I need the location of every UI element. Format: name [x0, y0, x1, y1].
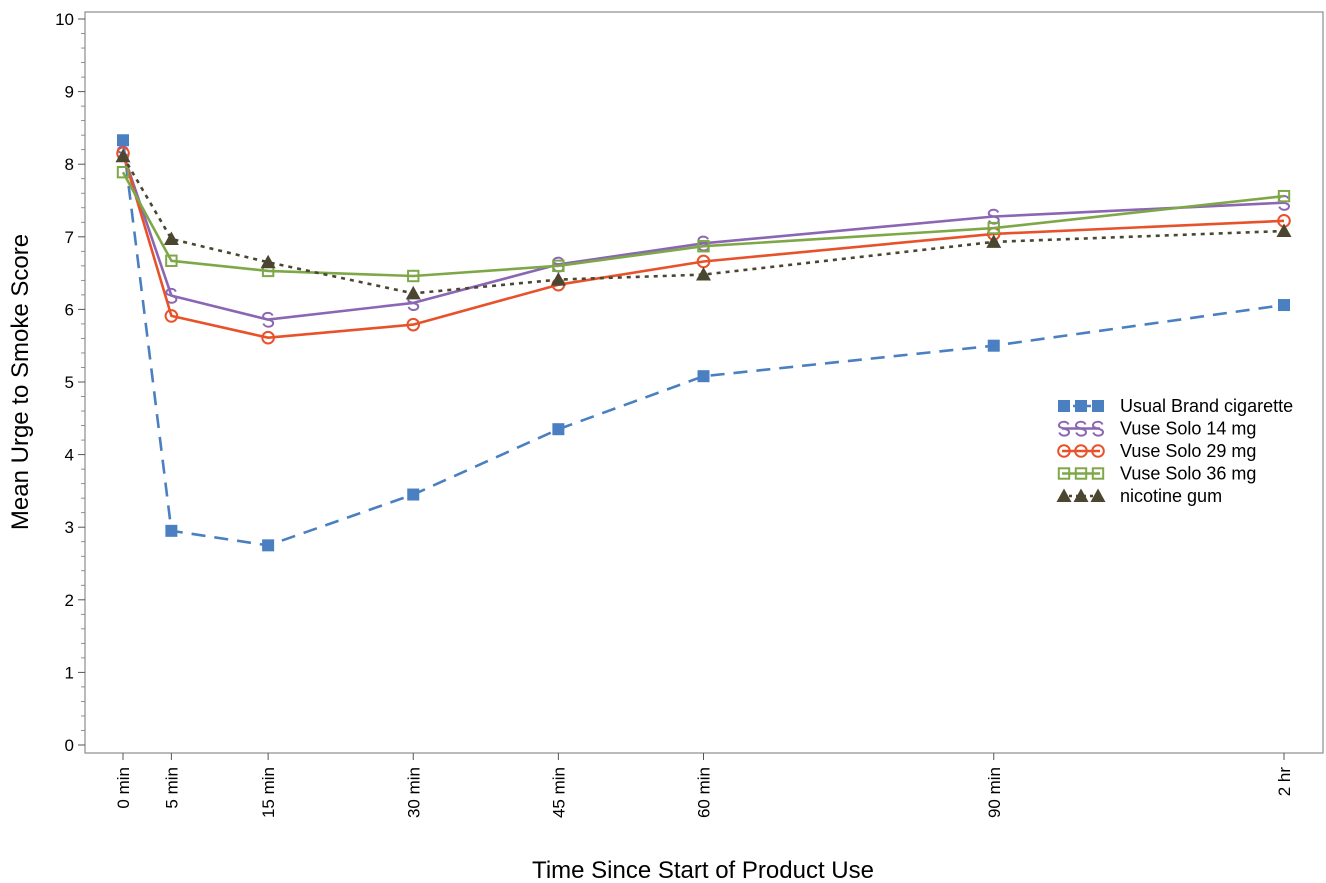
y-tick-label: 2 — [65, 591, 74, 610]
legend-marker — [1091, 444, 1105, 458]
plot-frame — [84, 11, 1324, 754]
legend-marker — [1073, 488, 1089, 502]
legend-marker — [1058, 400, 1070, 412]
data-point — [550, 272, 566, 286]
x-tick-label: 2 hr — [1275, 767, 1294, 797]
data-point — [165, 287, 178, 304]
series-line — [121, 140, 1285, 547]
data-point — [262, 539, 275, 552]
legend-marker — [1057, 467, 1071, 480]
legend-entry: Vuse Solo 29 mg — [1057, 441, 1256, 461]
legend-marker — [1074, 444, 1088, 458]
data-point — [262, 311, 275, 328]
data-point — [407, 269, 420, 283]
legend-marker — [1091, 420, 1105, 437]
legend-marker — [1074, 467, 1088, 480]
data-point — [987, 221, 1000, 235]
data-point — [407, 488, 420, 501]
data-point — [987, 339, 1000, 352]
legend-entry: Vuse Solo 14 mg — [1057, 419, 1256, 439]
series-0 — [117, 134, 1290, 552]
data-point — [696, 267, 711, 281]
y-tick-label: 6 — [65, 300, 74, 319]
x-tick-label: 45 min — [549, 767, 568, 818]
data-point — [116, 165, 130, 179]
data-point — [117, 134, 129, 147]
data-point — [1278, 299, 1290, 312]
data-point — [165, 254, 178, 267]
legend-marker — [1090, 488, 1106, 502]
data-point — [163, 231, 179, 245]
series-line — [121, 171, 1285, 278]
legend-marker — [1074, 420, 1088, 437]
y-tick-label: 10 — [55, 10, 74, 29]
y-tick-label: 3 — [65, 518, 74, 537]
y-tick-label: 5 — [65, 373, 74, 392]
legend-entry: nicotine gum — [1056, 486, 1222, 506]
series-4 — [115, 148, 1292, 300]
y-axis-title: Mean Urge to Smoke Score — [7, 234, 34, 530]
x-tick-label: 5 min — [162, 767, 181, 809]
data-point — [406, 317, 421, 332]
series-line — [121, 155, 1285, 295]
legend-label: Usual Brand cigarette — [1120, 396, 1293, 416]
data-point — [164, 309, 179, 323]
legend-marker — [1057, 444, 1071, 458]
x-tick-label: 90 min — [985, 767, 1004, 818]
series-3 — [116, 165, 1291, 283]
x-tick-label: 30 min — [404, 767, 423, 818]
legend-label: Vuse Solo 14 mg — [1120, 419, 1256, 439]
data-point — [552, 423, 565, 436]
data-point — [1277, 189, 1291, 203]
data-point — [261, 330, 275, 345]
y-tick-label: 9 — [65, 83, 74, 102]
legend-marker — [1092, 400, 1104, 412]
data-point — [1276, 223, 1292, 237]
y-tick-label: 1 — [65, 663, 74, 682]
legend-label: Vuse Solo 36 mg — [1120, 464, 1256, 484]
y-tick-label: 8 — [65, 155, 74, 174]
data-point — [552, 259, 565, 273]
data-point — [165, 524, 178, 537]
legend-marker — [1057, 420, 1071, 437]
data-point — [115, 148, 131, 163]
x-tick-label: 60 min — [695, 767, 714, 818]
data-point — [986, 234, 1002, 248]
data-point — [697, 240, 710, 253]
legend-entry: Vuse Solo 36 mg — [1057, 464, 1256, 484]
series-lines — [115, 134, 1292, 552]
series-line — [121, 152, 1285, 340]
y-tick-label: 0 — [65, 736, 74, 755]
legend-marker — [1075, 400, 1087, 412]
y-tick-label: 4 — [65, 446, 74, 465]
data-point — [260, 254, 276, 269]
y-tick-label: 7 — [65, 228, 74, 247]
legend-label: Vuse Solo 29 mg — [1120, 441, 1256, 461]
legend-marker — [1091, 467, 1105, 480]
x-axis-title: Time Since Start of Product Use — [532, 857, 874, 883]
legend-marker — [1056, 488, 1072, 502]
x-tick-label: 15 min — [259, 767, 278, 818]
legend-label: nicotine gum — [1120, 486, 1222, 506]
x-tick-label: 0 min — [114, 767, 133, 809]
axes: 0 1 2 3 4 5 6 7 8 9 10 0 min 5 min 15 min 30 min 45 min… — [55, 10, 1324, 818]
series-line — [121, 152, 1285, 321]
legend-entry: Usual Brand cigarette — [1058, 396, 1293, 416]
data-point — [405, 285, 421, 300]
data-point — [697, 370, 710, 383]
